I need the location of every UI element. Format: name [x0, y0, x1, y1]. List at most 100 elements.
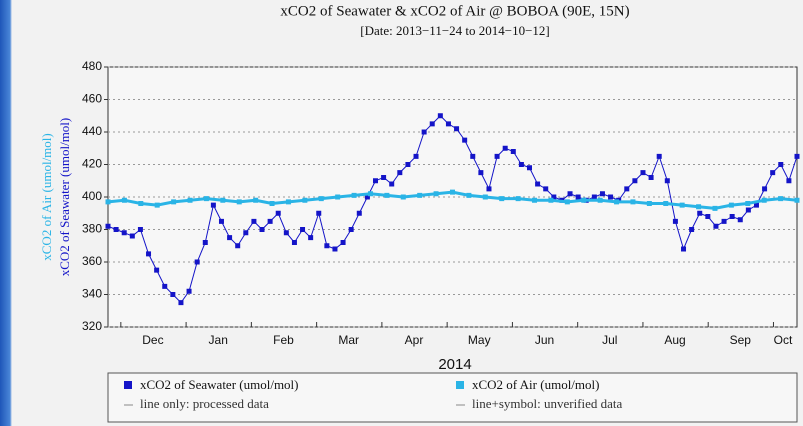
data-point	[121, 230, 127, 236]
y-tick-label: 420	[82, 157, 102, 171]
data-point	[236, 199, 242, 205]
data-point	[300, 227, 306, 232]
data-point	[162, 283, 168, 289]
data-point	[348, 227, 354, 232]
x-tick-label: Feb	[273, 333, 294, 347]
data-point	[137, 227, 143, 232]
data-point	[283, 230, 289, 236]
data-point	[712, 205, 718, 211]
data-point	[794, 197, 800, 203]
data-point	[518, 162, 524, 167]
data-point	[648, 175, 654, 180]
data-point	[608, 194, 614, 200]
data-point	[437, 113, 443, 119]
legend-swatch	[124, 381, 132, 389]
series-line	[107, 115, 798, 304]
data-point	[381, 175, 387, 180]
data-point	[433, 191, 439, 197]
data-point	[786, 178, 792, 184]
data-point	[146, 251, 152, 257]
data-point	[450, 189, 455, 195]
x-tick-label: Oct	[774, 333, 793, 347]
data-point	[351, 192, 357, 198]
data-point	[630, 199, 636, 205]
data-point	[356, 210, 362, 216]
data-point	[721, 218, 727, 224]
data-point	[413, 153, 419, 159]
data-point	[466, 192, 472, 198]
data-point	[429, 121, 435, 127]
data-point	[243, 230, 249, 236]
y-tick-label: 480	[82, 59, 102, 73]
data-point	[745, 207, 751, 213]
plot-area	[107, 66, 798, 328]
y-tick-label: 440	[82, 124, 102, 138]
y-tick-label: 320	[82, 319, 102, 333]
data-point	[285, 199, 291, 205]
data-point	[770, 170, 776, 176]
data-point	[372, 178, 378, 184]
data-point	[753, 202, 759, 208]
data-point	[478, 170, 484, 176]
data-point	[316, 210, 322, 216]
data-point	[510, 149, 516, 154]
data-point	[697, 210, 703, 216]
data-point	[567, 191, 573, 197]
data-point	[291, 240, 297, 245]
data-point	[696, 204, 702, 210]
data-point	[705, 214, 711, 219]
data-point	[454, 126, 460, 132]
data-point	[105, 199, 111, 205]
data-point	[614, 199, 620, 205]
legend-label: xCO2 of Seawater (umol/mol)	[140, 377, 299, 392]
data-point	[713, 223, 719, 229]
data-point	[728, 202, 734, 208]
data-point	[672, 218, 678, 224]
data-point	[400, 194, 406, 200]
data-point	[203, 196, 209, 202]
data-point	[462, 137, 468, 143]
data-point	[640, 170, 646, 176]
data-point	[171, 199, 177, 205]
data-point	[218, 218, 224, 224]
chart-title: xCO2 of Seawater & xCO2 of Air @ BOBOA (…	[280, 3, 629, 19]
data-point	[745, 201, 751, 206]
data-point	[564, 199, 570, 205]
data-point	[170, 292, 176, 297]
y-tick-label: 360	[82, 254, 102, 268]
data-point	[527, 165, 533, 171]
data-point	[302, 197, 308, 203]
data-point	[656, 153, 662, 159]
data-point	[494, 153, 500, 159]
data-point	[384, 192, 390, 198]
data-point	[389, 181, 395, 187]
data-point	[187, 197, 193, 203]
data-point	[397, 170, 403, 176]
data-point	[737, 217, 743, 223]
data-point	[778, 196, 784, 202]
data-point	[417, 192, 423, 198]
x-axis-label: 2014	[438, 356, 471, 373]
data-point	[551, 194, 557, 200]
data-point	[251, 218, 257, 224]
data-point	[532, 197, 538, 203]
data-point	[324, 243, 330, 249]
data-point	[308, 235, 314, 241]
y-axis-label-air: xCO2 of Air (umol/mol)	[39, 133, 54, 260]
data-point	[679, 202, 685, 208]
legend-box	[107, 372, 798, 423]
data-point	[154, 202, 160, 208]
data-point	[535, 181, 541, 187]
data-point	[154, 267, 160, 273]
y-tick-label: 380	[82, 222, 102, 236]
legend-label: xCO2 of Air (umol/mol)	[472, 377, 599, 392]
data-point	[421, 129, 427, 135]
data-point	[470, 153, 476, 159]
y-tick-label: 400	[82, 189, 102, 203]
data-point	[367, 191, 373, 197]
data-point	[762, 186, 768, 192]
data-point	[599, 191, 605, 197]
data-point	[364, 194, 370, 200]
data-point	[663, 201, 669, 206]
